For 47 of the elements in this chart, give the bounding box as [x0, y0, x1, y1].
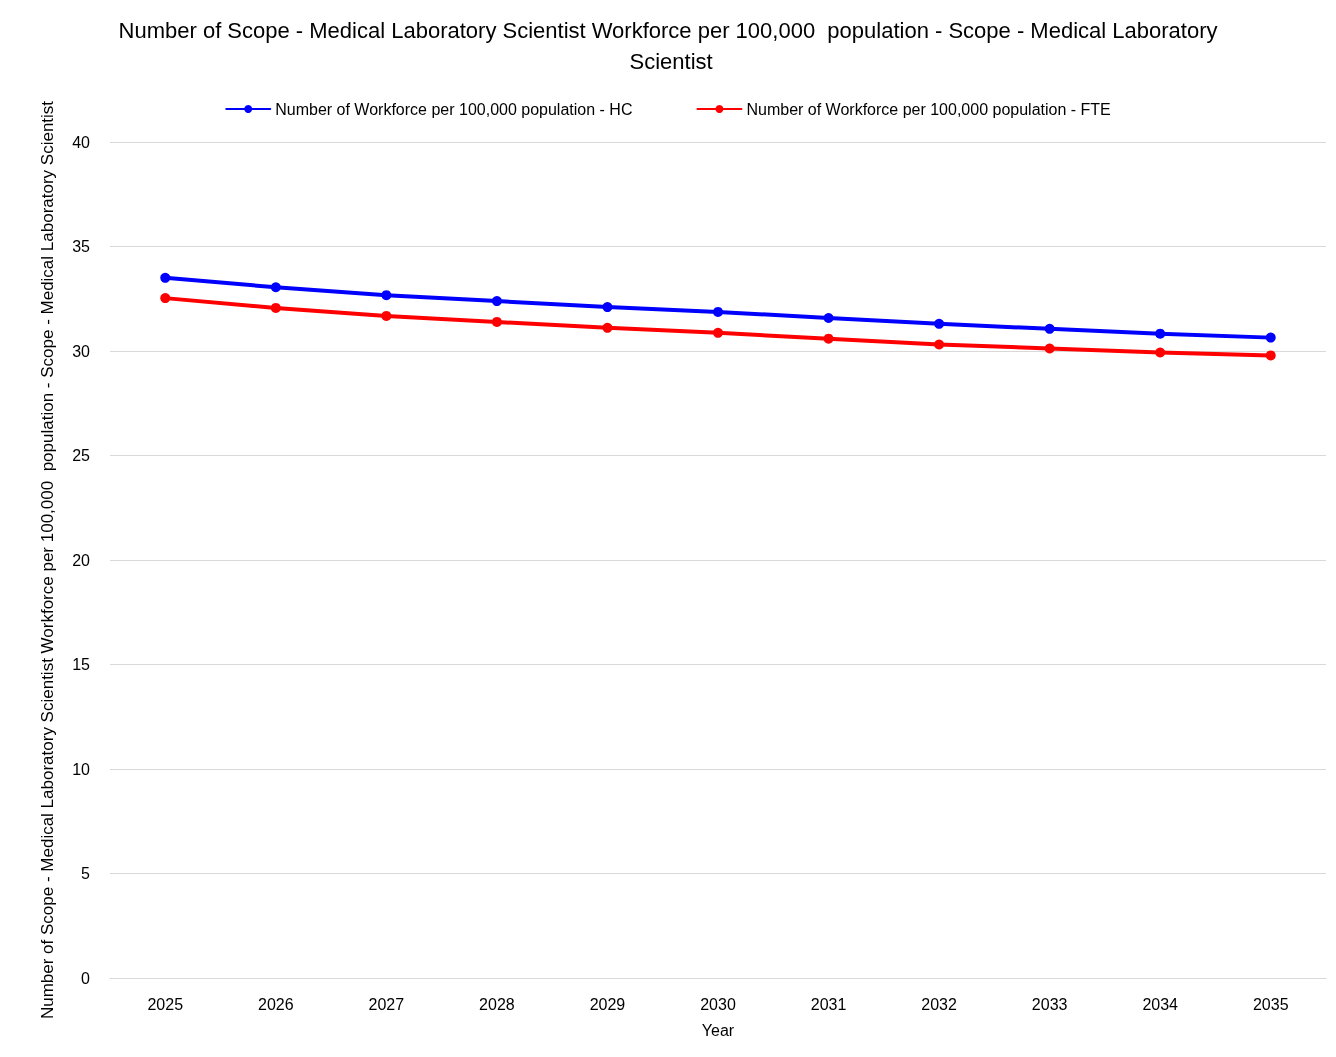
x-tick-label: 2034	[1142, 995, 1179, 1013]
legend-label: Number of Workforce per 100,000 population - HC	[275, 100, 633, 118]
y-tick-label: 30	[72, 342, 91, 360]
x-tick-label: 2027	[368, 995, 405, 1013]
x-tick-label: 2029	[589, 995, 626, 1013]
point	[823, 312, 834, 323]
point	[713, 306, 723, 317]
x-tick-label: 2030	[700, 995, 736, 1013]
point	[381, 290, 392, 301]
x-tick-label: 2026	[258, 995, 294, 1013]
point	[602, 322, 613, 333]
y-tick-label: 15	[72, 656, 91, 673]
point	[1044, 343, 1055, 354]
point	[160, 293, 171, 304]
point	[1265, 350, 1276, 361]
x-tick-label: 2032	[921, 995, 957, 1013]
point	[823, 333, 834, 344]
point	[602, 302, 613, 313]
x-tick-label: 2031	[810, 995, 847, 1013]
point	[270, 282, 281, 293]
point	[934, 339, 945, 350]
point	[1044, 323, 1055, 334]
y-tick-label: 25	[72, 447, 91, 464]
y-axis-title: Number of Scope - Medical Laboratory Scientist Workforce per 100,000 population - Scope - Medical Laboratory Scientist	[37, 100, 57, 1020]
x-tick-label: 2025	[147, 995, 184, 1013]
x-axis-title: Year	[701, 1021, 735, 1039]
y-tick-label: 40	[72, 133, 91, 151]
y-tick-label: 20	[72, 551, 91, 569]
x-tick-label: 2028	[479, 995, 515, 1013]
legend-label: Number of Workforce per 100,000 population - FTE	[746, 100, 1111, 118]
point	[160, 272, 171, 283]
point	[1155, 347, 1166, 358]
y-tick-label: 0	[81, 969, 91, 987]
y-tick-label: 5	[81, 865, 91, 882]
x-tick-label: 2033	[1031, 995, 1068, 1013]
y-tick-label: 10	[72, 760, 91, 778]
x-tick-label: 2035	[1252, 995, 1289, 1013]
point	[491, 296, 502, 307]
y-tick-label: 35	[72, 238, 91, 255]
point	[381, 310, 392, 321]
point	[491, 316, 502, 327]
chart-title: Number of Scope - Medical Laboratory Scientist Workforce per 100,000 population - Scope - Medical Laboratory Scientist	[118, 18, 1218, 74]
point	[1265, 332, 1276, 343]
point	[1155, 328, 1166, 339]
point	[713, 327, 723, 338]
point	[270, 302, 281, 313]
point	[934, 318, 945, 329]
